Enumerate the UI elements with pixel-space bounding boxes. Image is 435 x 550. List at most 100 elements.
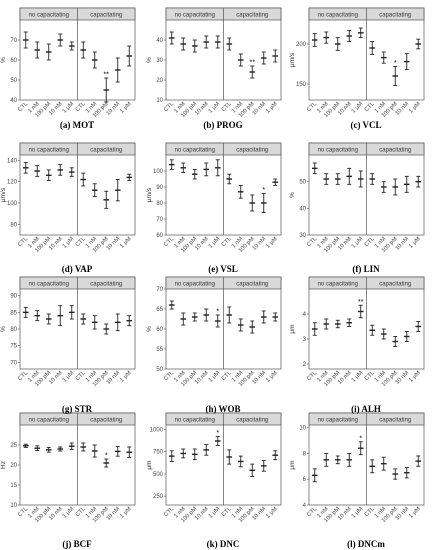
- y-tick-label: 120: [7, 180, 18, 186]
- group-label: no capacitating: [29, 13, 69, 19]
- x-tick-label: 10 nM: [106, 370, 122, 386]
- group-label: no capacitating: [29, 282, 69, 288]
- x-tick-label: 10 nM: [337, 101, 353, 117]
- y-tick-label: 40: [10, 98, 17, 104]
- y-tick-label: 25: [10, 443, 17, 449]
- group-label: capacitating: [90, 148, 122, 154]
- y-tick-label: 30: [299, 233, 306, 239]
- x-tick-label: 1 μM: [119, 506, 133, 520]
- x-tick-label: 1 μM: [265, 101, 279, 115]
- x-tick-label: 10 nM: [252, 236, 268, 252]
- x-tick-label: 1 μM: [351, 101, 365, 115]
- x-tick-label: 1 μM: [119, 236, 133, 250]
- x-tick-label: 1 μM: [208, 506, 222, 520]
- x-tick-label: 1 μM: [408, 101, 422, 115]
- panel-caption: (i) ALH: [351, 404, 381, 414]
- group-label: capacitating: [379, 418, 411, 424]
- x-tick-label: 10 nM: [395, 101, 411, 117]
- panel-caption: (a) MOT: [59, 120, 95, 130]
- y-tick-label: 20: [156, 78, 163, 84]
- x-tick-label: 10 nM: [337, 236, 353, 252]
- x-tick-label: 1 μM: [208, 101, 222, 115]
- x-tick-label: 10 nM: [395, 506, 411, 522]
- y-tick-label: 60: [10, 58, 17, 64]
- y-axis-label: %: [289, 192, 296, 198]
- significance-marker: **: [358, 299, 364, 306]
- x-tick-label: 1 μM: [62, 506, 76, 520]
- y-tick-label: 250: [153, 494, 164, 500]
- group-label: no capacitating: [318, 282, 358, 288]
- x-tick-label: 1 μM: [208, 370, 222, 384]
- y-axis-label: %: [146, 57, 153, 63]
- y-tick-label: 3: [303, 337, 307, 343]
- x-tick-label: 1 μM: [408, 370, 422, 384]
- y-tick-label: 140: [7, 158, 18, 164]
- x-tick-label: 1 μM: [62, 101, 76, 115]
- y-tick-label: 50: [299, 180, 306, 186]
- x-tick-label: 10 nM: [48, 370, 64, 386]
- x-tick-label: 1 μM: [408, 506, 422, 520]
- significance-marker: *: [216, 430, 219, 437]
- y-tick-label: 75: [10, 344, 17, 350]
- x-tick-label: 10 nM: [337, 370, 353, 386]
- y-tick-label: 90: [156, 185, 163, 191]
- chart-panel: no capacitating capacitating10152025HzCTL…: [0, 412, 136, 524]
- y-tick-label: 65: [156, 307, 163, 313]
- y-tick-label: 150: [296, 82, 307, 88]
- x-tick-label: 10 nM: [252, 370, 268, 386]
- y-tick-label: 6: [303, 477, 307, 483]
- group-label: no capacitating: [175, 282, 215, 288]
- y-axis-label: %: [0, 57, 7, 63]
- chart-panel: no capacitating capacitating5055606570%CT…: [146, 276, 282, 388]
- y-axis-label: μm/s: [146, 187, 153, 202]
- x-tick-label: 10 nM: [48, 236, 64, 252]
- group-label: capacitating: [90, 282, 122, 288]
- x-tick-label: 1 μM: [62, 370, 76, 384]
- x-tick-label: 10 nM: [395, 236, 411, 252]
- y-tick-label: 90: [10, 294, 17, 300]
- group-label: capacitating: [379, 13, 411, 19]
- group-label: no capacitating: [175, 148, 215, 154]
- x-tick-label: 10 nM: [48, 101, 64, 117]
- y-axis-label: Hz: [0, 461, 7, 469]
- y-tick-label: 60: [156, 327, 163, 333]
- x-tick-label: 10 nM: [194, 236, 210, 252]
- y-tick-label: 80: [156, 201, 163, 207]
- y-tick-label: 55: [156, 347, 163, 353]
- x-tick-label: 10 nM: [194, 370, 210, 386]
- y-tick-label: 40: [299, 206, 306, 212]
- chart-panel: no capacitating capacitating10203040%CTL1…: [146, 7, 282, 119]
- x-tick-label: 1 μM: [408, 236, 422, 250]
- y-tick-label: 70: [10, 360, 17, 366]
- significance-marker: *: [105, 453, 108, 460]
- x-tick-label: 1 μM: [351, 506, 365, 520]
- panel-caption: (h) WOB: [205, 404, 241, 414]
- y-tick-label: 8: [303, 451, 307, 457]
- panel-caption: (l) DNCm: [347, 539, 385, 549]
- x-tick-label: 1 μM: [265, 506, 279, 520]
- x-tick-label: 10 nM: [395, 370, 411, 386]
- x-tick-label: 10 nM: [106, 101, 122, 117]
- y-tick-label: 50: [156, 367, 163, 373]
- y-axis-label: μm: [289, 460, 296, 469]
- x-tick-label: 10 nM: [252, 506, 268, 522]
- y-tick-label: 500: [153, 472, 164, 478]
- x-tick-label: 1 μM: [265, 236, 279, 250]
- x-tick-label: 1 μM: [62, 236, 76, 250]
- panel-caption: (e) VSL: [208, 264, 238, 274]
- y-axis-label: μm/s: [0, 187, 7, 202]
- y-tick-label: 4: [303, 312, 307, 318]
- group-label: no capacitating: [318, 13, 358, 19]
- y-tick-label: 4: [303, 503, 307, 509]
- y-axis-label: %: [146, 326, 153, 332]
- y-tick-label: 40: [156, 38, 163, 44]
- y-tick-label: 750: [153, 450, 164, 456]
- x-tick-label: 10 nM: [106, 506, 122, 522]
- y-tick-label: 50: [10, 78, 17, 84]
- group-label: capacitating: [379, 282, 411, 288]
- y-axis-label: μm: [289, 324, 296, 333]
- y-tick-label: 85: [10, 310, 17, 316]
- x-tick-label: 10 nM: [194, 506, 210, 522]
